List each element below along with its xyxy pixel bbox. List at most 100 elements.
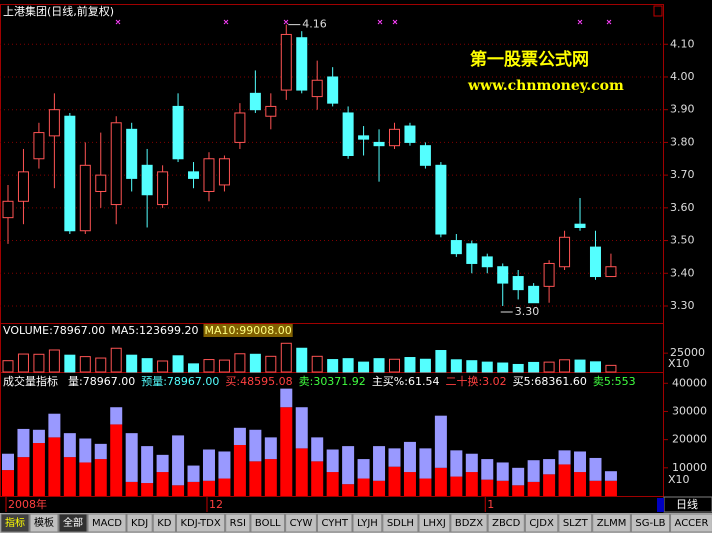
candle-body xyxy=(33,132,45,160)
scroll-button[interactable] xyxy=(657,498,664,512)
indicator-header: 卖:30371.92 xyxy=(299,375,366,388)
signal-cross xyxy=(115,19,612,25)
volume-bar xyxy=(389,358,400,373)
tab-label[interactable]: LYJH xyxy=(357,518,378,529)
candle-body xyxy=(249,92,261,111)
tab[interactable] xyxy=(126,513,153,533)
tab[interactable] xyxy=(316,513,353,533)
volume-segment xyxy=(558,464,571,496)
tab-label[interactable]: CYHT xyxy=(321,518,348,529)
tab-label[interactable]: RSI xyxy=(230,518,246,529)
indicator-title: 成交量指标 xyxy=(3,374,58,388)
tab-label[interactable]: LHXJ xyxy=(423,518,446,529)
candle-body xyxy=(265,105,277,117)
y-tick-label: 3.40 xyxy=(670,266,695,279)
tab[interactable] xyxy=(450,513,488,533)
tab-label[interactable]: MACD xyxy=(92,518,122,529)
volume-header: MA5:123699.20 xyxy=(111,324,198,337)
candle-body xyxy=(280,33,292,91)
candle-body xyxy=(605,266,617,278)
volume-segment xyxy=(280,388,293,408)
y-tick-label: 30000 xyxy=(672,404,707,417)
volume-segment xyxy=(481,479,494,496)
volume-segment xyxy=(326,472,339,496)
tab[interactable] xyxy=(175,513,226,533)
volume-bar xyxy=(358,361,370,373)
volume-segment xyxy=(156,472,169,496)
tab-label[interactable]: ZBCD xyxy=(492,518,521,529)
volume-segment xyxy=(48,437,61,496)
tab[interactable] xyxy=(558,513,593,533)
tab-label[interactable]: ACCER xyxy=(675,518,709,529)
volume-bar xyxy=(296,347,308,373)
candle-body xyxy=(373,141,385,147)
volume-bar xyxy=(110,347,122,373)
tab[interactable] xyxy=(29,513,59,533)
tab-label[interactable]: 全部 xyxy=(63,516,83,529)
tab[interactable] xyxy=(524,513,559,533)
volume-segment xyxy=(295,407,308,449)
tab[interactable] xyxy=(152,513,176,533)
tab-label[interactable]: 模板 xyxy=(34,516,54,529)
volume-segment xyxy=(512,467,525,486)
tab-label[interactable]: BOLL xyxy=(255,518,281,529)
date-label: 12 xyxy=(209,498,223,511)
tab[interactable] xyxy=(225,513,251,533)
tab-label[interactable]: ZLMM xyxy=(597,518,627,529)
volume-segment xyxy=(63,457,76,496)
candle-body xyxy=(528,285,540,304)
y-tick-label: 3.60 xyxy=(670,201,695,214)
volume-bar xyxy=(218,359,230,373)
tab[interactable] xyxy=(592,513,631,533)
volume-segment xyxy=(403,441,416,473)
tab[interactable] xyxy=(418,513,451,533)
tab-label[interactable]: CJDX xyxy=(529,518,554,529)
volume-bar xyxy=(249,353,261,373)
candle-body xyxy=(574,223,586,228)
tab[interactable] xyxy=(87,513,127,533)
volume-bar xyxy=(95,357,107,373)
volume-segment xyxy=(202,449,215,481)
tab[interactable] xyxy=(0,513,30,533)
tab-label[interactable]: KD xyxy=(157,518,172,529)
candle-body xyxy=(481,256,493,268)
watermark-url: www.chnmoney.com xyxy=(467,78,624,94)
candle-body xyxy=(110,122,122,206)
max-label: 4.16 xyxy=(302,18,327,31)
volume-bar xyxy=(559,359,571,373)
volume-segment xyxy=(604,480,617,496)
tab-label[interactable]: CYW xyxy=(290,518,313,529)
tab[interactable] xyxy=(670,513,712,533)
volume-bar xyxy=(188,363,200,373)
tab[interactable] xyxy=(250,513,286,533)
volume-bar xyxy=(497,362,509,373)
volume-segment xyxy=(419,478,432,496)
volume-bar xyxy=(17,353,29,373)
tab[interactable] xyxy=(352,513,383,533)
tab-label[interactable]: SLZT xyxy=(563,518,589,529)
volume-bar xyxy=(512,363,524,373)
volume-segment xyxy=(249,429,262,462)
tab-label[interactable]: SG-LB xyxy=(635,518,665,529)
candle-body xyxy=(342,112,354,156)
volume-bar xyxy=(466,360,478,373)
tab-label[interactable]: 指标 xyxy=(5,516,25,529)
volume-bar xyxy=(327,359,339,373)
volume-bar xyxy=(373,358,385,373)
tab-label[interactable]: KDJ xyxy=(131,518,148,529)
signal-markers xyxy=(115,19,612,25)
candle-body xyxy=(559,236,571,268)
volume-segment xyxy=(125,481,138,496)
tab-label[interactable]: SDLH xyxy=(387,518,414,529)
volume-bar xyxy=(141,358,153,373)
tab[interactable] xyxy=(630,513,671,533)
tab[interactable] xyxy=(487,513,525,533)
indicator-header: 卖5:553 xyxy=(593,375,636,388)
min-label: 3.30 xyxy=(515,305,540,318)
tab[interactable] xyxy=(285,513,317,533)
tab-label[interactable]: KDJ-TDX xyxy=(180,518,220,529)
volume-bar xyxy=(481,361,493,373)
tab[interactable] xyxy=(382,513,419,533)
tab[interactable] xyxy=(58,513,88,533)
tab-label[interactable]: BDZX xyxy=(455,518,483,529)
